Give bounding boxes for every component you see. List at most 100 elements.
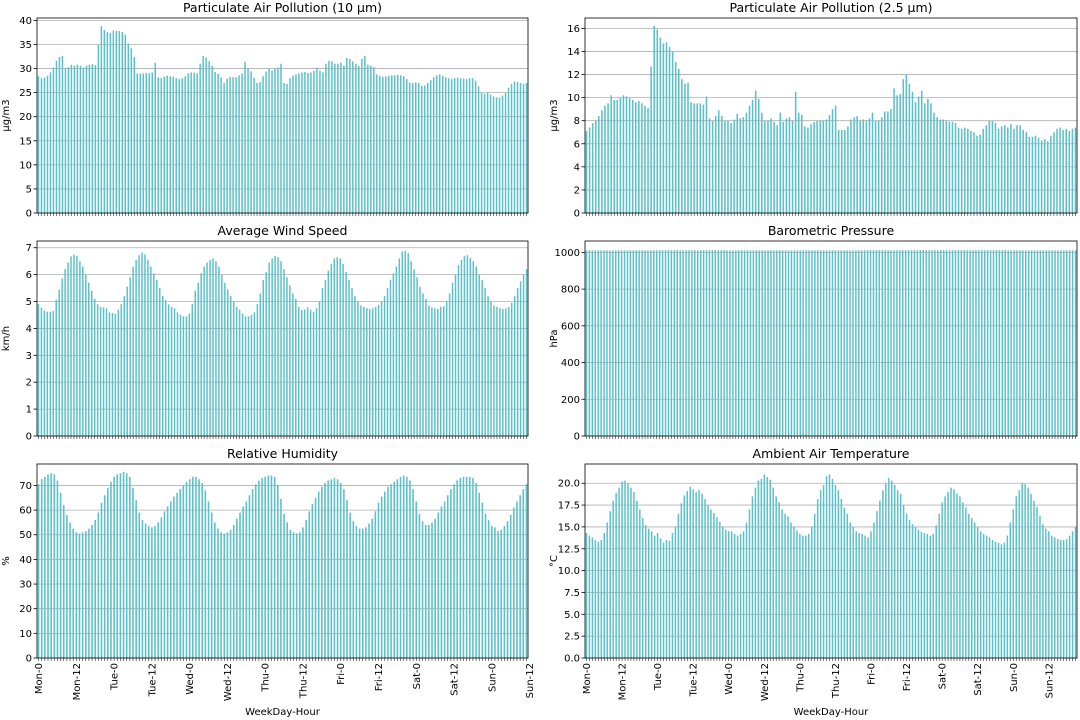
bar [478, 492, 481, 658]
y-tick-label: 20 [19, 604, 32, 615]
bar [238, 75, 240, 213]
bar [175, 78, 177, 214]
bar [166, 75, 168, 214]
bar [97, 44, 100, 213]
bar [144, 523, 147, 658]
bar [1027, 250, 1030, 436]
x-tick-label: Sun-0 [487, 663, 498, 692]
bar [40, 479, 43, 658]
bar [1018, 490, 1020, 658]
bar [81, 532, 84, 658]
bar [701, 493, 703, 658]
bar [647, 528, 650, 658]
bar [656, 29, 659, 213]
bar [674, 61, 677, 213]
bar [444, 77, 447, 213]
bar [330, 263, 333, 436]
bar [330, 479, 333, 658]
bar [319, 70, 321, 214]
bar [907, 250, 910, 436]
bar [435, 75, 438, 213]
bar [403, 76, 405, 213]
bar [828, 474, 831, 658]
bar [922, 250, 924, 436]
bar [203, 266, 205, 436]
y-tick-label: 800 [561, 285, 580, 296]
bar [802, 535, 804, 658]
bar [277, 67, 279, 213]
bar [110, 481, 112, 658]
bar [151, 527, 153, 658]
bar [194, 290, 196, 436]
x-tick-label: Tue-12 [689, 663, 700, 697]
bar [271, 258, 273, 436]
bar [113, 476, 115, 658]
bar [441, 75, 444, 214]
bar [492, 96, 495, 213]
bar [70, 256, 72, 436]
bar [902, 250, 904, 436]
bar [163, 76, 165, 213]
bar [447, 78, 450, 214]
bar [597, 541, 600, 658]
bar [302, 527, 304, 658]
bar [355, 526, 358, 658]
bar [129, 277, 131, 436]
bar [865, 120, 868, 213]
bar [55, 299, 57, 436]
bar [696, 103, 699, 213]
bar [727, 120, 729, 213]
bar [988, 537, 991, 658]
bar [424, 524, 427, 658]
bar [40, 307, 43, 436]
bar [873, 522, 875, 658]
y-tick-label: 2.5 [564, 632, 580, 643]
bar [819, 120, 822, 213]
bar [899, 250, 901, 436]
bar [720, 250, 722, 436]
bar [179, 489, 181, 658]
bar [491, 526, 493, 658]
y-tick-label: 25 [19, 88, 32, 99]
bar [642, 518, 644, 658]
bar [434, 308, 436, 436]
bar [460, 259, 463, 436]
bar [621, 481, 623, 658]
bar [204, 490, 207, 658]
bar [315, 308, 318, 436]
bar [732, 250, 734, 436]
y-tick-label: 30 [19, 64, 32, 75]
y-tick-label: 35 [19, 40, 32, 51]
bar [776, 125, 778, 213]
bar [73, 65, 76, 214]
bar [785, 118, 788, 213]
bar [767, 120, 769, 213]
x-tick-label: Wed-0 [185, 663, 196, 695]
bar [451, 282, 454, 436]
bar [309, 309, 312, 436]
bar [217, 528, 219, 658]
bar [352, 61, 354, 214]
bar [161, 296, 164, 436]
chart-panel-pm25: 0 2 4 6 8 10 12 14 16 Particulate Air Pollution (… [549, 0, 1078, 220]
bar [808, 250, 810, 436]
bar [641, 103, 643, 213]
bar [450, 489, 452, 658]
bar [111, 312, 114, 436]
bar [902, 79, 905, 214]
bar [342, 263, 344, 436]
bar [680, 503, 683, 658]
bar [585, 533, 588, 658]
bar [306, 307, 309, 436]
bar [856, 116, 858, 213]
bar [191, 304, 194, 436]
bar [395, 266, 398, 436]
bar [373, 67, 375, 213]
bar [61, 278, 63, 436]
bar [811, 250, 813, 436]
bar [429, 80, 432, 213]
bar [386, 288, 389, 436]
bar [468, 476, 471, 658]
bar [400, 75, 402, 213]
bar [869, 250, 872, 436]
